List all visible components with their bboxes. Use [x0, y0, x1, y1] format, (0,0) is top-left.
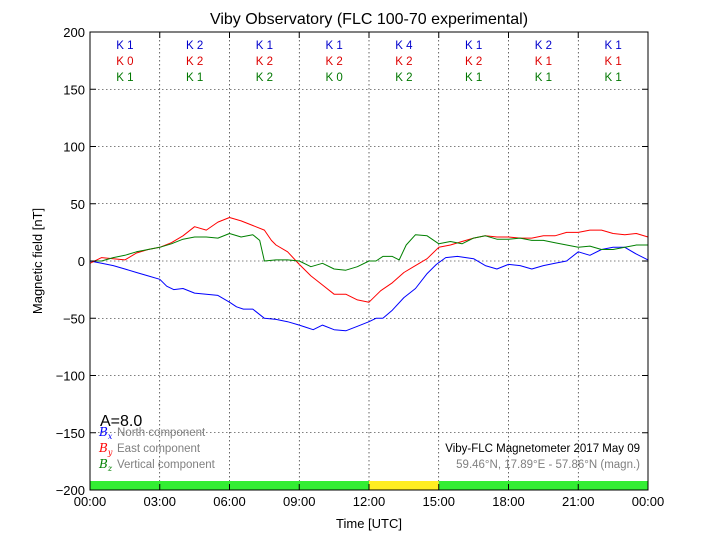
x-tick-label: 15:00 [422, 494, 455, 509]
k-index-value: K 1 [535, 72, 552, 84]
k-index-value: K 2 [325, 56, 342, 68]
axis-ticks [89, 31, 649, 491]
legend-label: Vertical component [117, 459, 216, 471]
y-tick-label: 50 [71, 197, 85, 212]
y-tick-label: −100 [56, 369, 85, 384]
x-tick-label: 18:00 [492, 494, 525, 509]
location-info: 59.46°N, 17.89°E - 57.86°N (magn.) [456, 459, 640, 471]
y-tick-label: 0 [78, 254, 85, 269]
x-tick-label: 00:00 [74, 494, 107, 509]
k-index-value: K 2 [186, 56, 203, 68]
instrument-info: Viby-FLC Magnetometer 2017 May 09 [445, 443, 640, 455]
k-index-value: K 2 [395, 56, 412, 68]
k-index-table: K 1 K 2 K 1 K 1 K 4 K 1 K 2 K 1 K 0 K 2 K 2 K 2 K 2 K… [116, 40, 622, 84]
x-axis-label: Time [UTC] [336, 516, 402, 531]
k-index-value: K 2 [465, 56, 482, 68]
y-tick-label: 150 [63, 82, 85, 97]
k-index-value: K 1 [465, 72, 482, 84]
legend-label: East component [117, 443, 201, 455]
a-index: A=8.0 [100, 413, 142, 430]
k-index-value: K 1 [186, 72, 203, 84]
k-index-value: K 1 [116, 40, 133, 52]
y-tick-label: −200 [56, 483, 85, 498]
series-line [89, 246, 649, 332]
series-line [90, 233, 648, 271]
y-tick-label: 200 [63, 25, 85, 40]
chart-title: Viby Observatory (FLC 100-70 experimenta… [210, 11, 528, 28]
k-index-value: K 1 [604, 56, 621, 68]
x-tick-label: 03:00 [143, 494, 176, 509]
k-index-value: K 2 [186, 40, 203, 52]
y-tick-label: −50 [63, 311, 85, 326]
k-index-value: K 1 [604, 72, 621, 84]
x-tick-label: 00:00 [632, 494, 665, 509]
x-tick-label: 12:00 [353, 494, 386, 509]
y-tick-label: 100 [63, 140, 85, 155]
y-tick-label: −150 [56, 426, 85, 441]
k-index-value: K 1 [465, 40, 482, 52]
x-tick-label: 06:00 [213, 494, 246, 509]
k-index-value: K 0 [116, 56, 133, 68]
k-index-value: K 4 [395, 40, 413, 52]
x-tick-labels: 00:00 03:00 06:00 09:00 12:00 15:00 18:00 21:00… [74, 494, 665, 509]
y-axis-label: Magnetic field [nT] [30, 208, 45, 314]
x-tick-label: 21:00 [562, 494, 595, 509]
activity-segment [438, 481, 648, 490]
k-index-value: K 1 [535, 56, 552, 68]
series-group [89, 217, 649, 332]
x-tick-label: 09:00 [283, 494, 316, 509]
k-index-value: K 2 [395, 72, 412, 84]
k-index-value: K 1 [325, 40, 342, 52]
activity-segment [369, 481, 439, 490]
k-index-value: K 2 [535, 40, 552, 52]
k-index-value: K 1 [604, 40, 621, 52]
legend-label: North component [117, 427, 206, 439]
k-index-value: K 1 [256, 40, 273, 52]
y-tick-labels: 200 150 100 50 0 −50 −100 −150 −200 [56, 25, 85, 498]
k-index-value: K 1 [116, 72, 133, 84]
k-index-value: K 0 [325, 72, 342, 84]
k-index-value: K 2 [256, 56, 273, 68]
series-line [89, 217, 649, 303]
k-index-value: K 2 [256, 72, 273, 84]
